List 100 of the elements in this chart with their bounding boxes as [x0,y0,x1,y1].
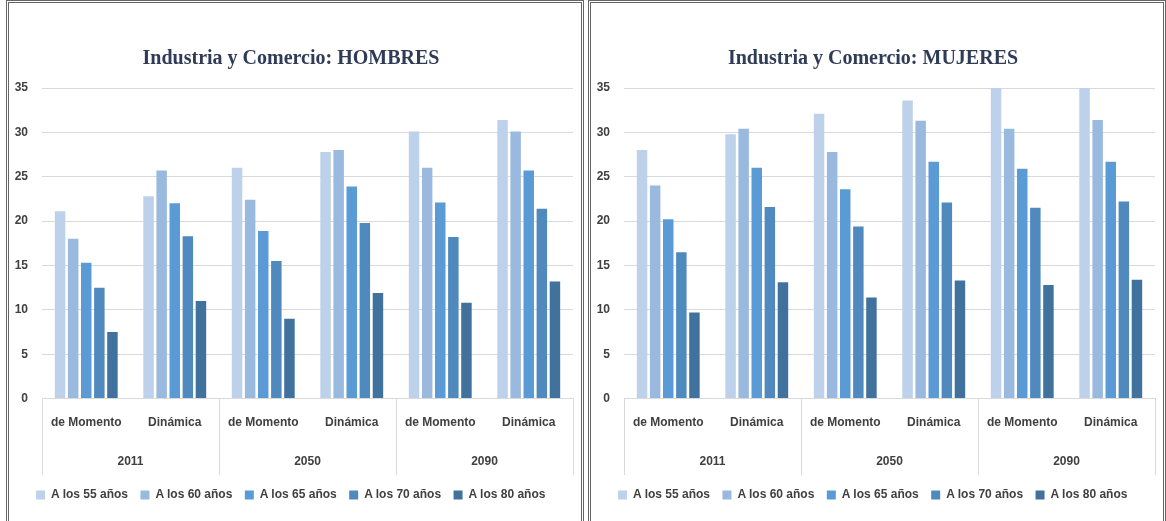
bar [725,134,736,399]
bar [663,219,674,399]
bar [156,170,167,399]
y-tick-label: 5 [21,346,29,361]
bar [813,113,825,399]
text: 2090 [471,454,499,469]
legend-label: A los 70 años [364,487,442,502]
bar [107,332,118,399]
legend-label: A los 80 años [468,487,546,502]
text: 2090 [1053,454,1081,469]
bar [435,202,446,399]
bar [915,120,926,399]
bar [738,128,749,399]
bar [866,297,877,399]
text: 2011 [117,454,144,469]
bar [231,167,243,399]
legend-label: A los 65 años [841,487,920,502]
y-tick-label: 0 [603,390,611,405]
bar [523,170,534,399]
bar [448,237,459,399]
bar [372,293,384,399]
bar [1017,168,1028,399]
y-tick-label: 15 [596,257,611,272]
bar [1105,161,1116,399]
legend-label: A los 55 años [51,487,129,502]
x-tick-label: Dinámica [907,415,961,430]
bar [1030,207,1041,399]
x-tick-label: Dinámica [325,415,379,430]
bar [346,186,357,399]
y-tick-label: 30 [596,124,611,139]
bar [826,151,838,399]
y-tick-label: 25 [14,169,29,184]
legend-label: A los 55 años [633,487,711,502]
bar [1043,285,1054,399]
bar [94,287,105,399]
bar [271,261,282,399]
bar [1003,128,1015,399]
bar [853,226,864,399]
bar [195,300,207,399]
bar [676,252,687,399]
chart-title: Industria y Comercio: HOMBRES [142,46,440,70]
y-tick-label: 0 [21,390,29,405]
x-tick-label: Dinámica [730,415,784,430]
chart-title: Industria y Comercio: MUJERES [727,46,1019,70]
bar [333,150,344,399]
bar [549,281,561,399]
x-tick-label: Dinámica [1084,415,1138,430]
bar [840,189,851,399]
y-tick-label: 15 [14,257,29,272]
bar [689,312,700,399]
x-tick-label: de Momento [227,415,299,430]
y-tick-label: 35 [14,80,29,95]
x-tick-label: de Momento [809,415,881,430]
y-tick-label: 5 [603,346,611,361]
bar [1092,119,1103,399]
bar [990,88,1002,399]
bar [67,238,79,399]
text: 2050 [876,454,904,469]
y-tick-label: 20 [14,213,29,228]
y-tick-label: 10 [596,302,611,317]
bar [510,131,521,399]
y-tick-label: 30 [14,124,29,139]
bar [764,206,776,399]
bar [81,262,92,399]
legend-label: A los 60 años [155,487,233,502]
bar [421,167,433,399]
x-tick-label: de Momento [50,415,122,430]
bar [408,131,420,399]
bar [751,167,762,399]
bar [928,161,939,399]
legend-label: A los 65 años [259,487,338,502]
bar [941,202,953,399]
x-tick-label: de Momento [404,415,476,430]
y-tick-label: 20 [596,213,611,228]
bar [182,236,194,399]
x-tick-label: de Momento [986,415,1058,430]
bar [461,302,472,399]
legend-label: A los 80 años [1050,487,1128,502]
text: 2011 [699,454,726,469]
bar [1131,279,1143,399]
bar [497,119,508,399]
bar [777,282,789,399]
bar [244,199,256,399]
y-tick-label: 10 [14,302,29,317]
y-tick-label: 35 [596,80,611,95]
bar [536,208,548,399]
bar [902,100,913,399]
bar [636,150,648,399]
bar [284,318,295,399]
bar [54,211,66,399]
bar [320,151,331,399]
legend-label: A los 70 años [946,487,1024,502]
bar [954,280,966,399]
x-tick-label: de Momento [632,415,704,430]
bar [649,185,661,399]
bar [1118,201,1130,399]
text: 2050 [294,454,322,469]
x-tick-label: Dinámica [148,415,202,430]
x-tick-label: Dinámica [502,415,556,430]
bar [258,230,269,399]
